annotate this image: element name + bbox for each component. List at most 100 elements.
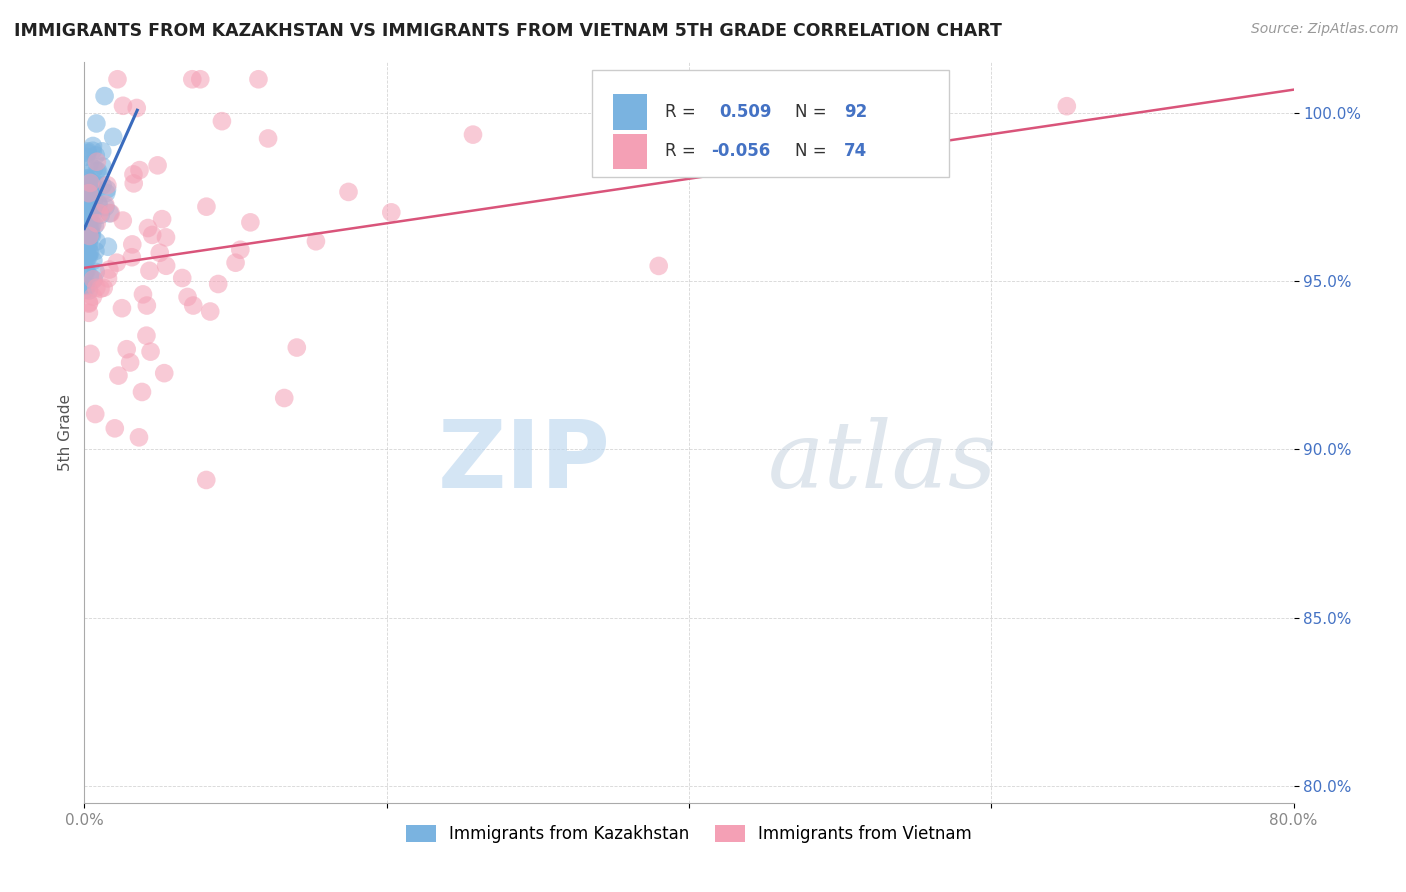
Point (76, 216, 98, 230)
Point (153, 366, 176, 380)
Point (77, 201, 100, 215)
Text: 74: 74 (844, 143, 868, 161)
Point (75, 279, 97, 293)
Point (94, 200, 117, 214)
Point (77, 186, 100, 201)
Point (87, 196, 110, 211)
Point (82, 139, 104, 153)
Point (79, 218, 101, 232)
Point (211, 114, 233, 128)
Point (84, 407, 107, 421)
Text: 0.509: 0.509 (720, 103, 772, 121)
Point (76, 145, 98, 159)
Point (86, 163, 108, 178)
Point (337, 185, 360, 199)
Point (91, 145, 114, 159)
Point (77, 306, 100, 320)
Point (91, 160, 114, 174)
Point (84, 265, 107, 279)
Point (79, 229, 101, 244)
Point (76, 248, 98, 262)
Point (83, 182, 105, 196)
Point (76, 186, 98, 200)
Point (115, 342, 138, 356)
Point (96, 178, 118, 193)
Point (84, 148, 107, 162)
Point (80, 228, 103, 243)
Point (122, 177, 145, 191)
Point (125, 101, 148, 115)
Point (225, 256, 247, 270)
Point (76, 209, 98, 223)
Point (77, 234, 100, 248)
Point (77, 216, 100, 230)
Point (305, 234, 328, 248)
Point (75, 177, 97, 191)
Point (76, 278, 98, 293)
Point (93, 89, 115, 103)
Point (98, 206, 121, 220)
Point (461, 128, 484, 142)
Point (77, 204, 100, 219)
Point (77, 244, 100, 258)
Point (83, 204, 105, 219)
Point (82, 253, 104, 268)
Point (77, 192, 100, 206)
Point (76, 229, 98, 244)
Point (135, 328, 157, 343)
Point (150, 212, 173, 227)
Point (121, 250, 143, 264)
Text: -0.056: -0.056 (710, 143, 770, 161)
Point (77, 296, 100, 310)
Point (155, 259, 177, 273)
Text: IMMIGRANTS FROM KAZAKHSTAN VS IMMIGRANTS FROM VIETNAM 5TH GRADE CORRELATION CHAR: IMMIGRANTS FROM KAZAKHSTAN VS IMMIGRANTS… (14, 22, 1002, 40)
Point (79, 347, 101, 361)
Point (122, 168, 145, 182)
Point (80, 219, 103, 233)
Text: 92: 92 (844, 103, 868, 121)
Point (75, 253, 97, 268)
Point (111, 99, 134, 113)
Point (73, 246, 96, 260)
Point (128, 163, 150, 178)
Point (229, 243, 252, 257)
Point (239, 215, 262, 229)
Point (96, 186, 118, 200)
Text: R =: R = (665, 103, 706, 121)
Bar (613, 95, 647, 130)
Point (79, 193, 101, 207)
Point (73, 214, 96, 228)
Point (80, 205, 103, 219)
Point (195, 473, 218, 487)
Point (83, 273, 105, 287)
Point (76, 217, 98, 231)
Point (79, 245, 101, 260)
Point (176, 290, 198, 304)
Y-axis label: 5th Grade: 5th Grade (58, 394, 73, 471)
Point (73, 194, 96, 209)
Point (73, 230, 96, 244)
Point (120, 355, 142, 369)
Point (86, 116, 108, 130)
Point (111, 301, 134, 316)
Point (77, 174, 100, 188)
Point (86, 281, 108, 295)
Point (1056, 99, 1078, 113)
Point (82, 272, 104, 286)
Point (75, 263, 97, 277)
Point (380, 205, 402, 219)
Point (257, 131, 280, 145)
Point (285, 341, 308, 355)
Point (80, 227, 103, 241)
Point (75, 246, 97, 260)
Point (79, 205, 101, 219)
Point (79, 223, 101, 237)
Point (83, 193, 105, 207)
Point (648, 259, 671, 273)
Point (77, 173, 100, 187)
Point (77, 192, 100, 206)
Point (97, 240, 120, 254)
Point (93, 281, 115, 295)
Point (79, 157, 101, 171)
Point (87, 198, 110, 212)
